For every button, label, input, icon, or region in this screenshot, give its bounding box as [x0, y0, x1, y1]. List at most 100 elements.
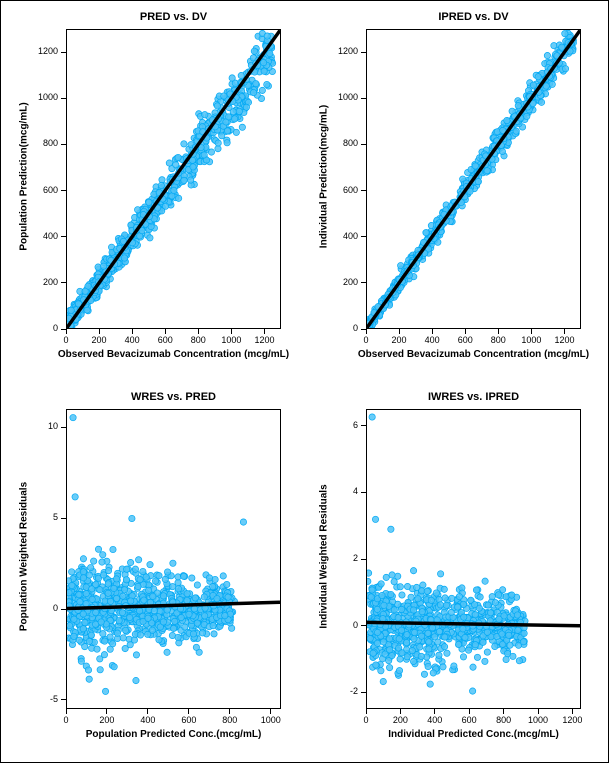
x-axis-label: Observed Bevacizumab Concentration (mcg/… [346, 349, 601, 360]
x-tick-label: 400 [420, 715, 450, 725]
y-tick-label: 5 [26, 512, 58, 522]
x-tick [572, 709, 573, 714]
x-tick-label: 800 [483, 335, 513, 345]
x-tick [264, 329, 265, 334]
y-tick-label: 200 [326, 277, 358, 287]
y-tick [61, 699, 66, 700]
y-tick [361, 425, 366, 426]
y-tick [61, 329, 66, 330]
x-axis-label: Observed Bevacizumab Concentration (mcg/… [46, 349, 301, 360]
y-tick [61, 190, 66, 191]
y-tick-label: 2 [326, 553, 358, 563]
y-tick-label: 10 [26, 421, 58, 431]
y-tick [61, 236, 66, 237]
x-tick-label: 1000 [516, 335, 546, 345]
x-axis-label: Population Predicted Conc.(mcg/mL) [46, 729, 301, 740]
x-tick-label: 1200 [249, 335, 279, 345]
x-tick [498, 329, 499, 334]
panel-pred_vs_dv: PRED vs. DV02004006008001000120002004006… [66, 29, 281, 329]
x-tick [399, 329, 400, 334]
y-tick-label: 600 [26, 185, 58, 195]
y-tick [61, 98, 66, 99]
y-tick [361, 144, 366, 145]
x-tick [229, 709, 230, 714]
y-tick-label: 0 [326, 323, 358, 333]
x-tick-label: 400 [117, 335, 147, 345]
x-tick [432, 329, 433, 334]
x-tick-label: 800 [183, 335, 213, 345]
y-tick [61, 144, 66, 145]
x-tick-label: 0 [351, 335, 381, 345]
x-tick [231, 329, 232, 334]
x-tick-label: 1200 [557, 715, 587, 725]
y-axis-label: Population Prediction(mcg/mL) [19, 27, 30, 327]
x-tick [99, 329, 100, 334]
x-tick [147, 709, 148, 714]
scatter-points [366, 414, 528, 694]
y-tick [61, 518, 66, 519]
plot-area [66, 409, 281, 709]
x-tick [188, 709, 189, 714]
figure-container: PRED vs. DV02004006008001000120002004006… [0, 0, 609, 763]
x-tick [366, 329, 367, 334]
x-tick [400, 709, 401, 714]
x-tick [66, 709, 67, 714]
x-tick [469, 709, 470, 714]
y-tick [61, 52, 66, 53]
x-tick-label: 200 [84, 335, 114, 345]
y-tick [361, 329, 366, 330]
x-tick-label: 1000 [523, 715, 553, 725]
x-tick [434, 709, 435, 714]
y-tick [361, 98, 366, 99]
identity-line [67, 30, 280, 327]
y-tick [361, 52, 366, 53]
y-tick [361, 559, 366, 560]
x-tick [538, 709, 539, 714]
y-tick-label: -5 [26, 694, 58, 704]
y-tick-label: 200 [26, 277, 58, 287]
x-tick-label: 0 [51, 335, 81, 345]
panel-title: IWRES vs. IPRED [366, 391, 581, 403]
x-tick [165, 329, 166, 334]
x-tick-label: 1000 [256, 715, 286, 725]
y-tick [61, 427, 66, 428]
y-axis-label: Individual Prediction(mcg/mL) [319, 27, 330, 327]
x-tick-label: 200 [385, 715, 415, 725]
y-tick-label: 1200 [26, 46, 58, 56]
x-axis-label: Individual Predicted Conc.(mcg/mL) [346, 729, 601, 740]
y-tick [361, 236, 366, 237]
y-tick-label: 600 [326, 185, 358, 195]
y-tick [361, 625, 366, 626]
x-tick [531, 329, 532, 334]
x-tick-label: 1000 [216, 335, 246, 345]
x-tick [66, 329, 67, 334]
y-tick [61, 282, 66, 283]
y-tick-label: 0 [26, 603, 58, 613]
y-tick-label: 4 [326, 486, 358, 496]
x-tick [106, 709, 107, 714]
panel-wres_vs_pred: WRES vs. PRED02004006008001000-50510Popu… [66, 409, 281, 709]
x-tick [465, 329, 466, 334]
panel-title: WRES vs. PRED [66, 391, 281, 403]
x-tick [198, 329, 199, 334]
y-tick-label: 1200 [326, 46, 358, 56]
plot-area [366, 29, 581, 329]
panel-title: PRED vs. DV [66, 11, 281, 23]
x-tick-label: 800 [215, 715, 245, 725]
x-tick-label: 0 [51, 715, 81, 725]
x-tick-label: 200 [384, 335, 414, 345]
x-tick-label: 600 [150, 335, 180, 345]
panel-title: IPRED vs. DV [366, 11, 581, 23]
x-tick-label: 0 [351, 715, 381, 725]
y-tick [361, 282, 366, 283]
y-tick [361, 692, 366, 693]
x-tick-label: 600 [450, 335, 480, 345]
x-tick-label: 1200 [549, 335, 579, 345]
y-tick-label: 0 [26, 323, 58, 333]
x-tick [132, 329, 133, 334]
x-tick-label: 200 [92, 715, 122, 725]
y-axis-label: Population Weighted Residuals [19, 407, 30, 707]
x-tick [270, 709, 271, 714]
x-tick-label: 400 [133, 715, 163, 725]
y-axis-label: Individual Weighted Residuals [319, 407, 330, 707]
